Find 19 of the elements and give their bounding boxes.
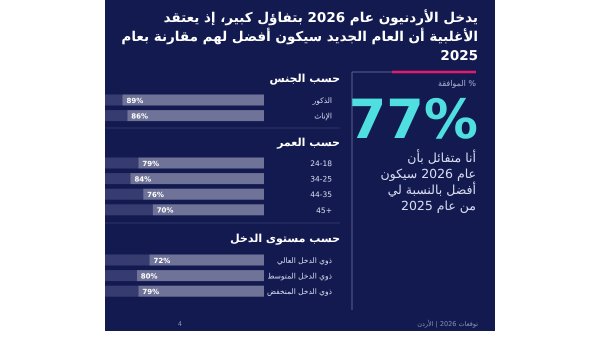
bar bbox=[150, 254, 264, 266]
bar bbox=[105, 188, 144, 200]
bar bbox=[136, 270, 264, 282]
bar bbox=[105, 286, 138, 297]
bar bbox=[105, 254, 150, 266]
bar bbox=[138, 158, 264, 168]
bar bbox=[138, 286, 264, 297]
bar bbox=[143, 188, 264, 200]
text: حسب العمر bbox=[276, 136, 340, 149]
chart-title: حسب مستوى الدخل bbox=[230, 232, 340, 245]
bar bbox=[130, 173, 264, 184]
text: أنا متفائل بأن عام 2026 سيكون أفضل بالنسبة لي من عام 2025 bbox=[380, 149, 476, 214]
bar bbox=[105, 270, 137, 282]
text: حسب الجنس bbox=[270, 72, 340, 85]
text: % الموافقة bbox=[438, 79, 476, 88]
bar bbox=[105, 204, 153, 216]
bar bbox=[105, 158, 138, 168]
bar bbox=[152, 204, 264, 216]
bar bbox=[105, 173, 130, 184]
